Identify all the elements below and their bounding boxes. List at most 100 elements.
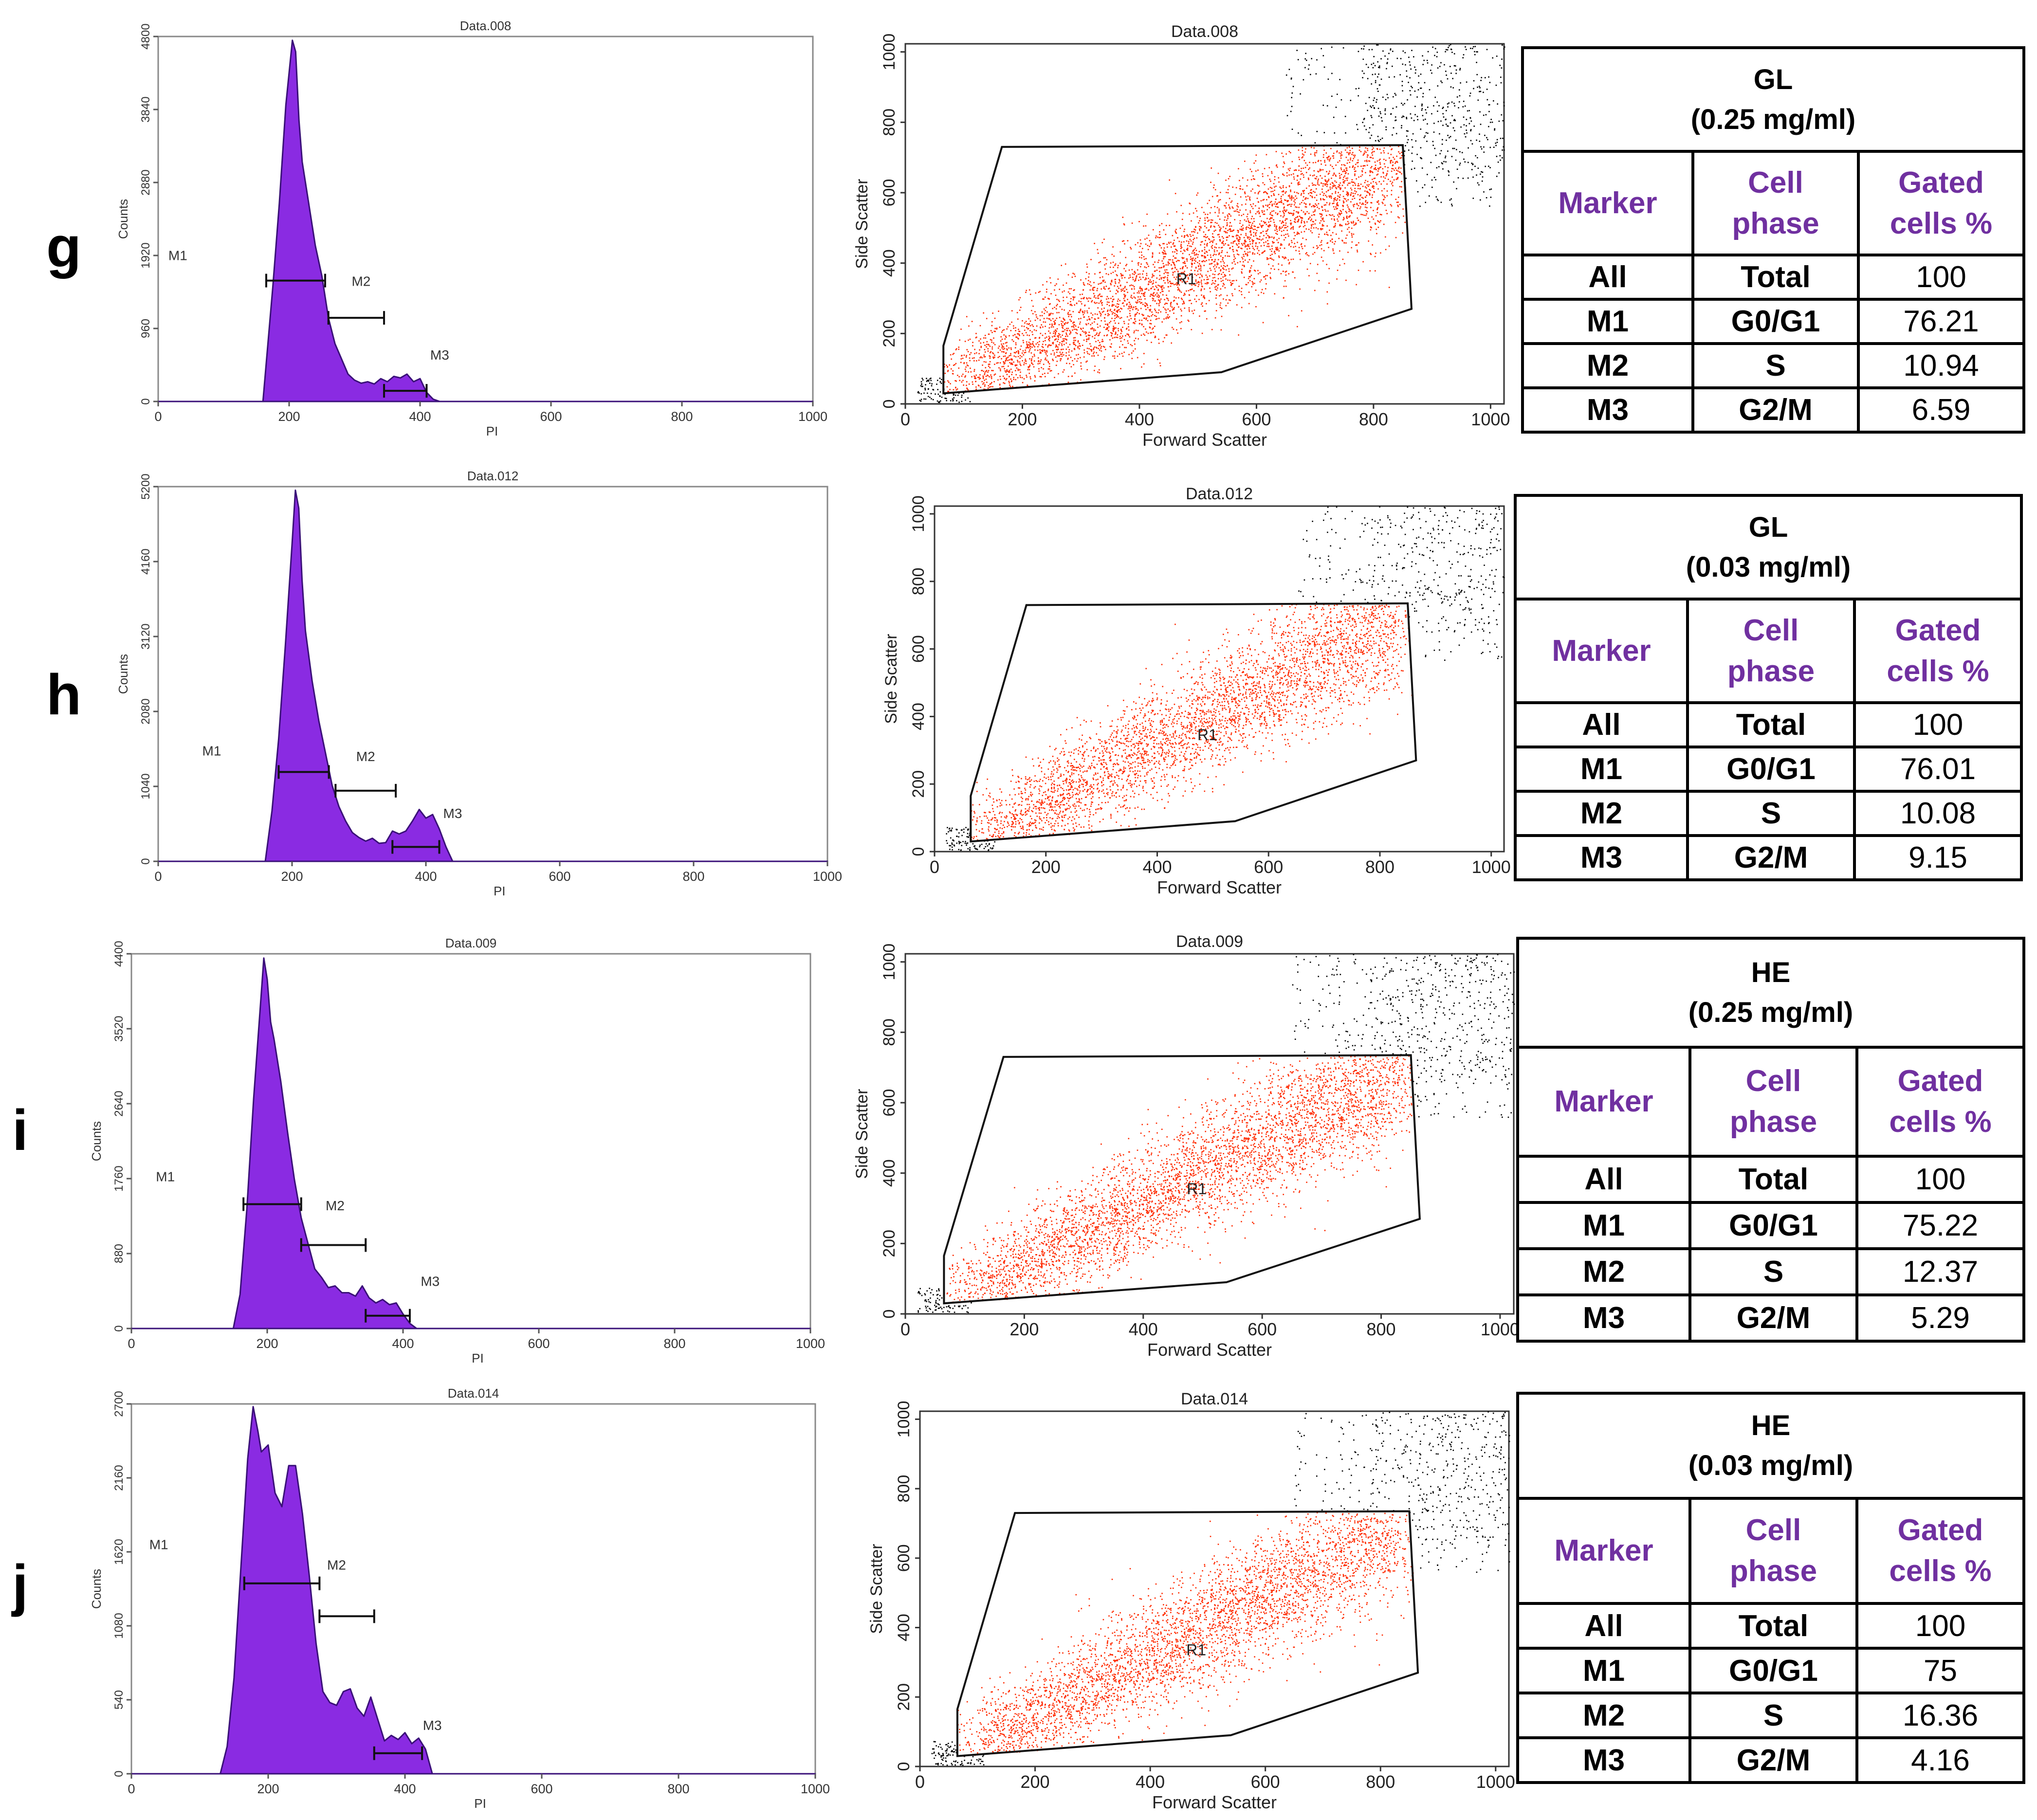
gated-point (1276, 229, 1278, 230)
gated-point (1168, 259, 1170, 261)
ungated-point (1342, 47, 1344, 49)
gated-point (1311, 215, 1313, 216)
gated-point (1386, 183, 1388, 185)
gated-point (1270, 212, 1271, 214)
gated-point (1349, 215, 1351, 217)
gated-point (1072, 329, 1073, 331)
gated-point (1136, 302, 1138, 304)
gated-point (1201, 332, 1203, 334)
gated-point (1048, 338, 1050, 340)
gated-point (1126, 333, 1128, 335)
gated-point (1262, 173, 1264, 175)
gated-point (988, 385, 990, 386)
gated-point (1253, 218, 1255, 219)
gated-point (1323, 204, 1325, 206)
gated-point (1244, 239, 1246, 241)
gated-point (1225, 305, 1227, 307)
gated-point (1267, 229, 1269, 230)
gated-point (1115, 263, 1117, 265)
gated-point (1328, 282, 1330, 284)
gated-point (1057, 355, 1058, 357)
gated-point (1321, 244, 1322, 246)
gated-point (1290, 152, 1291, 154)
gated-point (1200, 270, 1202, 272)
gated-point (1282, 221, 1283, 223)
ungated-point (1374, 97, 1375, 99)
gated-point (968, 371, 969, 373)
gated-point (1269, 218, 1270, 220)
ungated-point (1454, 119, 1455, 121)
y-tick-label: 3840 (139, 96, 152, 122)
gated-point (1314, 290, 1316, 291)
gated-point (1055, 364, 1057, 366)
ungated-point (1453, 147, 1455, 149)
gated-point (1336, 233, 1337, 235)
ungated-point (1471, 143, 1473, 145)
gated-point (1040, 359, 1042, 361)
ungated-point (953, 397, 955, 399)
gated-point (1180, 291, 1182, 293)
gated-point (1283, 256, 1284, 258)
ungated-point (1311, 58, 1312, 59)
gated-point (1284, 163, 1285, 164)
gated-point (1239, 188, 1241, 189)
gated-point (1189, 213, 1191, 215)
gated-point (966, 316, 968, 317)
gated-point (1327, 234, 1329, 236)
ungated-point (941, 379, 942, 381)
gated-point (1253, 278, 1255, 279)
gated-point (1118, 288, 1119, 289)
gated-point (1342, 179, 1344, 181)
gated-point (1071, 326, 1073, 328)
gated-point (1099, 331, 1101, 333)
ungated-point (1327, 78, 1329, 80)
ungated-point (1490, 188, 1492, 190)
gated-point (1318, 208, 1320, 209)
x-axis-label: Forward Scatter (1142, 430, 1267, 450)
gated-point (1241, 226, 1242, 228)
gated-point (1172, 251, 1174, 253)
gated-point (1003, 346, 1005, 348)
gated-point (1079, 323, 1081, 325)
y-tick-label: 5200 (139, 473, 152, 499)
gated-point (1144, 317, 1146, 319)
gated-point (1204, 249, 1206, 251)
gated-point (1238, 243, 1240, 244)
gated-point (1073, 321, 1075, 323)
ungated-point (925, 398, 927, 400)
ungated-point (1395, 106, 1397, 108)
gated-point (1343, 181, 1345, 182)
ungated-point (1485, 165, 1486, 167)
gated-point (1072, 273, 1074, 274)
gated-point (1401, 186, 1402, 188)
gated-point (1219, 304, 1221, 306)
gated-point (1094, 313, 1096, 315)
gated-point (1274, 179, 1276, 181)
gated-point (1390, 161, 1392, 163)
gated-point (1348, 208, 1350, 210)
gated-point (1154, 261, 1156, 263)
gated-point (1270, 257, 1272, 259)
ungated-point (938, 401, 939, 403)
gated-point (1283, 190, 1284, 192)
gated-point (1163, 287, 1165, 289)
gated-point (1040, 332, 1042, 334)
gated-point (1166, 334, 1168, 336)
gated-point (1136, 308, 1138, 309)
ungated-point (965, 399, 966, 401)
gated-point (1223, 226, 1224, 228)
ungated-point (1394, 92, 1396, 94)
gated-point (1042, 334, 1044, 336)
gated-point (1133, 322, 1135, 324)
gated-point (1383, 195, 1385, 197)
gated-point (1256, 230, 1258, 231)
gated-point (1088, 308, 1090, 309)
gated-point (1097, 288, 1098, 290)
gated-point (1289, 203, 1291, 205)
gated-point (1281, 235, 1283, 237)
gated-point (1259, 216, 1261, 217)
gated-point (1181, 310, 1182, 312)
header-gated-line1: Gated (1898, 165, 1984, 200)
gated-point (1033, 329, 1035, 331)
gated-point (1288, 235, 1289, 237)
